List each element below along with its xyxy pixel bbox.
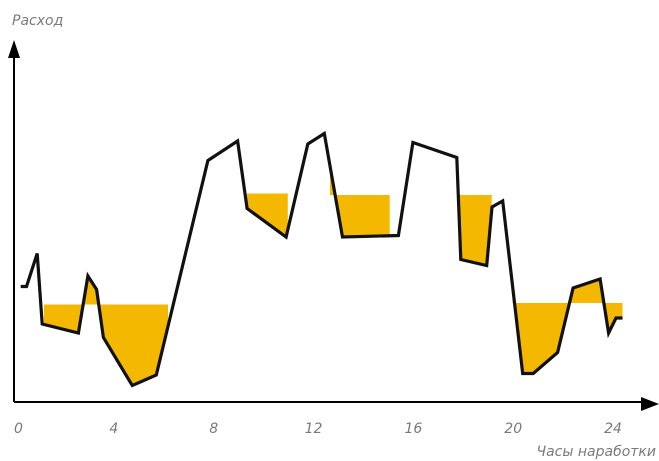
shaded-area-4	[457, 170, 492, 266]
shaded-area-5	[512, 279, 623, 374]
x-tick-label: 24	[604, 421, 622, 437]
shaded-area-3	[330, 166, 390, 237]
shaded-area-2	[247, 193, 288, 237]
x-tick-label: 0	[14, 421, 23, 437]
x-tick-label: 16	[404, 421, 422, 437]
axes	[8, 40, 659, 411]
series-lines	[20, 130, 623, 388]
x-tick-label: 20	[504, 421, 522, 437]
x-axis-title: Часы наработки	[537, 444, 657, 460]
y-axis-arrow	[8, 40, 20, 58]
shaded-areas	[44, 166, 623, 386]
x-tick-label: 4	[109, 421, 118, 437]
x-axis-arrow	[641, 397, 659, 411]
x-tick-labels: 0 4 8 12 16 20 24	[14, 421, 622, 437]
x-tick-label: 12	[305, 421, 323, 437]
y-axis-title: Расход	[12, 13, 63, 29]
shaded-area-1	[44, 276, 168, 386]
x-tick-label: 8	[209, 421, 218, 437]
series-line	[20, 130, 623, 388]
